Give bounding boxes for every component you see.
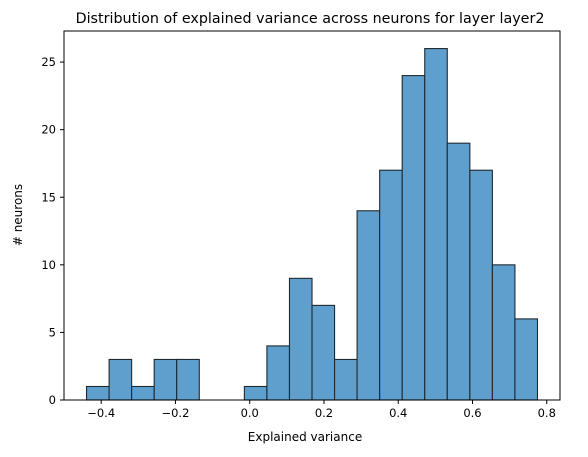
histogram-bar-14: [401, 75, 426, 401]
histogram-bar-12: [356, 210, 381, 401]
x-tick-label-0: −0.4: [87, 406, 115, 420]
histogram-bar-15: [424, 48, 448, 401]
histogram-bar-18: [491, 264, 516, 401]
histogram-bar-17: [469, 169, 493, 401]
histogram-bar-10: [311, 304, 336, 401]
x-tick-label-2: 0.0: [241, 406, 259, 420]
axes-group: −0.4 −0.2 0.0 0.2 0.4 0.6 0.8 0 5 10 15 20 25: [41, 30, 561, 420]
y-axis-label: # neurons: [11, 184, 25, 246]
x-tick-label-5: 0.6: [463, 406, 481, 420]
histogram-bar-16: [446, 142, 471, 401]
y-tick-label-5: 25: [41, 55, 56, 69]
x-tick-label-6: 0.8: [538, 406, 556, 420]
histogram-bar-0: [85, 385, 110, 401]
histogram-bar-11: [334, 358, 358, 401]
plot-frame: [63, 30, 561, 401]
histogram-bar-9: [288, 277, 313, 401]
histogram-bar-8: [266, 345, 291, 401]
histogram-bar-1: [108, 358, 133, 401]
histogram-bar-7: [243, 385, 268, 401]
histogram-bar-3: [153, 358, 178, 401]
histogram-bar-19: [514, 318, 539, 401]
histogram-bar-4: [176, 358, 200, 401]
y-tick-label-2: 10: [41, 258, 56, 272]
y-tick-label-3: 15: [41, 190, 56, 204]
chart-title: Distribution of explained variance acros…: [76, 11, 545, 27]
x-tick-label-3: 0.2: [315, 406, 333, 420]
histogram-bar-2: [131, 385, 155, 401]
x-axis-label: Explained variance: [248, 430, 362, 444]
y-tick-label-4: 20: [41, 123, 56, 137]
y-tick-label-0: 0: [49, 393, 56, 407]
x-tick-label-4: 0.4: [389, 406, 407, 420]
bars-group: [85, 48, 539, 401]
x-tick-label-1: −0.2: [161, 406, 189, 420]
histogram-bar-13: [379, 169, 403, 401]
y-tick-label-1: 5: [49, 325, 56, 339]
